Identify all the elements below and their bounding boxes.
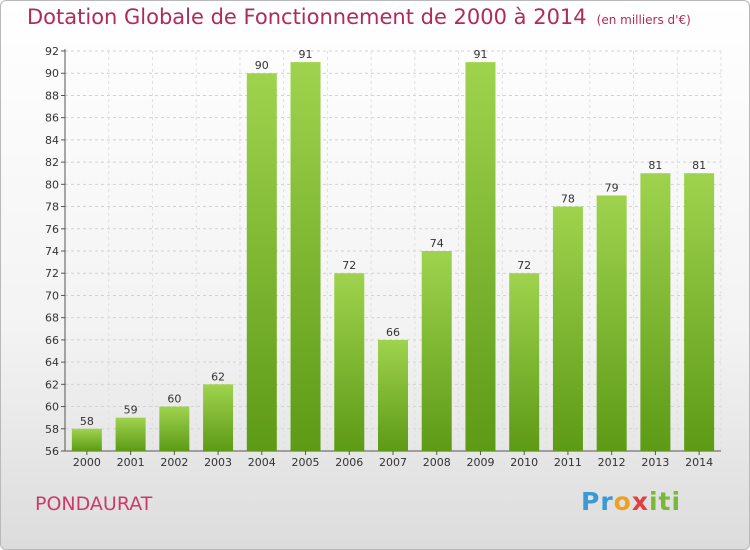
x-tick-label: 2011 [554,456,582,469]
x-tick-label: 2006 [335,456,363,469]
bar [640,173,671,451]
bar [246,73,277,451]
bar-value-label: 72 [342,259,356,272]
bar-value-label: 81 [648,159,662,172]
y-tick-label: 72 [45,267,59,280]
x-tick-label: 2009 [466,456,494,469]
y-tick-label: 86 [45,112,59,125]
y-tick-label: 76 [45,223,59,236]
y-tick-label: 80 [45,178,59,191]
y-tick-label: 62 [45,378,59,391]
proxiti-logo[interactable]: Proxiti [581,487,681,516]
bar [596,195,627,451]
x-tick-label: 2001 [117,456,145,469]
bar [378,339,408,451]
logo-part-4: iti [648,487,682,516]
x-tick-label: 2007 [379,456,407,469]
y-tick-label: 64 [45,356,59,369]
bar [71,428,102,451]
bar-value-label: 66 [386,326,400,339]
y-tick-label: 82 [45,156,59,169]
y-tick-label: 90 [45,67,59,80]
bar-value-label: 72 [517,259,531,272]
logo-part-2: o [613,487,632,516]
bar-value-label: 58 [80,415,94,428]
x-tick-label: 2014 [685,456,713,469]
bar [552,206,583,451]
y-tick-label: 66 [45,334,59,347]
x-tick-label: 2000 [73,456,101,469]
bar-value-label: 79 [605,181,619,194]
y-tick-label: 84 [45,134,59,147]
bar [334,273,365,451]
bar-value-label: 60 [167,393,181,406]
bar [684,173,715,451]
y-tick-label: 88 [45,89,59,102]
x-tick-label: 2005 [292,456,320,469]
x-tick-label: 2013 [641,456,669,469]
chart-title: Dotation Globale de Fonctionnement de 20… [27,5,691,29]
bar-value-label: 81 [692,159,706,172]
y-tick-label: 92 [45,45,59,58]
bar-value-label: 91 [473,48,487,61]
bar-value-label: 59 [124,404,138,417]
bar [465,62,496,451]
commune-name: PONDAURAT [35,493,153,515]
x-tick-label: 2002 [160,456,188,469]
bar-value-label: 62 [211,370,225,383]
bar [509,273,540,451]
bar [115,417,146,451]
x-tick-label: 2010 [510,456,538,469]
bar [421,251,452,451]
bar-value-label: 74 [430,237,444,250]
bar [290,62,321,451]
x-tick-label: 2012 [598,456,626,469]
y-tick-label: 74 [45,245,59,258]
y-tick-label: 70 [45,289,59,302]
y-tick-label: 60 [45,401,59,414]
chart-title-text: Dotation Globale de Fonctionnement de 20… [27,5,587,29]
x-tick-label: 2008 [423,456,451,469]
bar-value-label: 78 [561,193,575,206]
y-tick-label: 68 [45,312,59,325]
bar-value-label: 91 [299,48,313,61]
y-tick-label: 78 [45,201,59,214]
bar-value-label: 90 [255,59,269,72]
y-tick-label: 56 [45,445,59,458]
logo-part-3: x [631,487,649,516]
x-tick-label: 2003 [204,456,232,469]
chart-unit: (en milliers d'€) [596,13,691,27]
logo-part-1: Pr [581,487,614,516]
y-tick-label: 58 [45,423,59,436]
bar [159,406,190,451]
bar [203,384,234,451]
x-tick-label: 2004 [248,456,276,469]
